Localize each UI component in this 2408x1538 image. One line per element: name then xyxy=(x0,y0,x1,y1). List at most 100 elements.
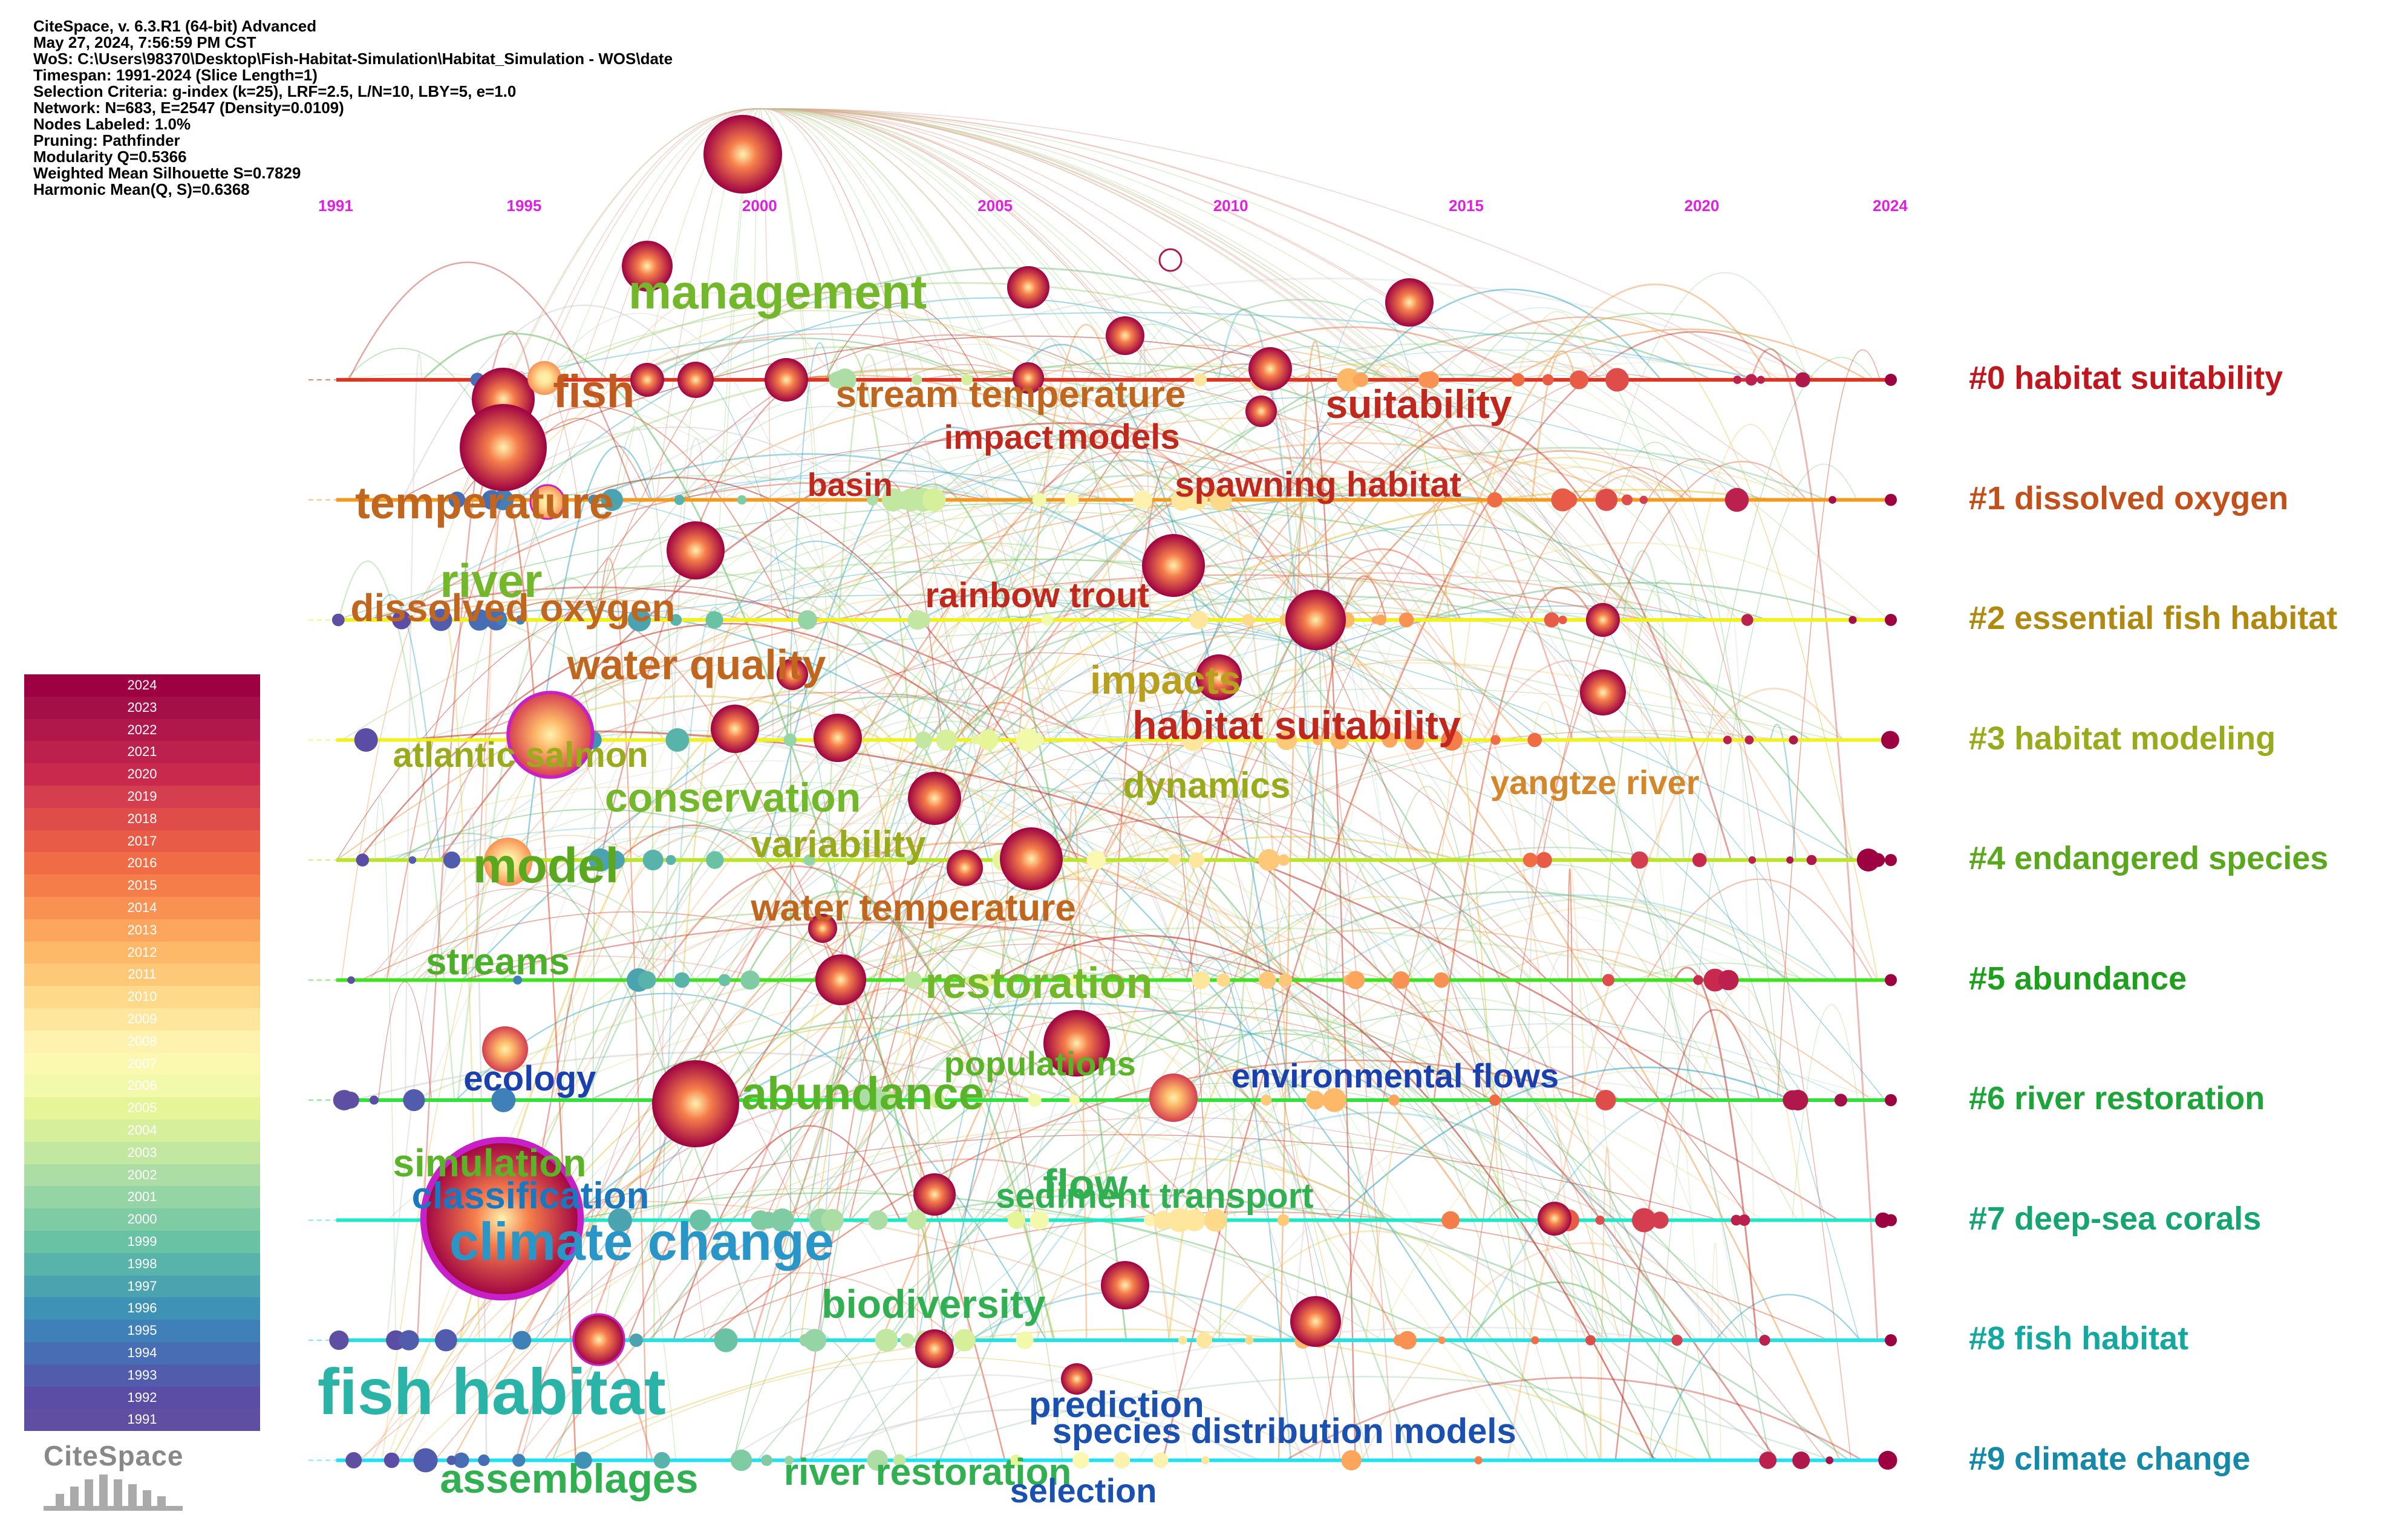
keyword-node xyxy=(1542,374,1554,386)
keyword-node xyxy=(1245,396,1277,427)
citation-arc xyxy=(760,108,1193,621)
keyword-node xyxy=(1744,735,1754,745)
keyword-node xyxy=(783,733,797,747)
legend-year-swatch: 2009 xyxy=(24,1008,260,1031)
keyword-node xyxy=(1192,971,1210,989)
keyword-node xyxy=(765,358,808,402)
citation-arc xyxy=(1239,312,1815,740)
citation-arc xyxy=(673,1125,901,1341)
keyword-node xyxy=(653,1452,670,1469)
keyword-node xyxy=(1201,1456,1210,1465)
citation-arc xyxy=(760,108,1155,621)
citation-arc xyxy=(893,1193,1850,1461)
citation-arc xyxy=(760,108,840,380)
keyword-label: impact xyxy=(944,418,1054,456)
citation-arc xyxy=(1750,348,1879,1341)
keyword-node xyxy=(1487,492,1503,508)
info-line: Network: N=683, E=2547 (Density=0.0109) xyxy=(33,99,344,117)
citation-arc xyxy=(417,955,1025,1101)
keyword-node xyxy=(803,1329,827,1352)
keyword-node xyxy=(1538,1202,1571,1236)
legend-year-swatch: 1994 xyxy=(24,1342,260,1364)
citation-arc xyxy=(943,659,1615,1101)
keyword-node xyxy=(434,1329,457,1352)
keyword-node xyxy=(1885,1334,1897,1346)
citation-arc xyxy=(1473,1087,1763,1341)
citation-arc xyxy=(904,324,1221,1101)
citation-arc xyxy=(621,923,1239,1220)
citation-arc xyxy=(660,607,723,1220)
keyword-label: river restoration xyxy=(783,1451,1072,1493)
citation-arc xyxy=(701,731,1708,1341)
citation-arc xyxy=(1648,463,1858,1461)
keyword-node xyxy=(1392,971,1410,989)
keyword-node xyxy=(1441,1211,1460,1230)
citation-arc xyxy=(1193,957,1292,1461)
keyword-label: simulation xyxy=(393,1141,587,1185)
citation-arc xyxy=(760,108,1169,380)
citation-arc xyxy=(760,108,1414,621)
legend-year-swatch: 1998 xyxy=(24,1253,260,1276)
keyword-node xyxy=(1490,735,1501,745)
keyword-node xyxy=(527,361,561,395)
keyword-node xyxy=(1511,373,1525,386)
citation-arc xyxy=(817,1060,994,1341)
keyword-node xyxy=(1382,734,1395,746)
keyword-node xyxy=(1544,612,1559,628)
keyword-node xyxy=(478,1454,490,1467)
citation-arc xyxy=(516,736,1700,1461)
cluster-label-6: #6 river restoration xyxy=(1969,1080,2265,1116)
keyword-node xyxy=(399,1330,419,1351)
citation-arc xyxy=(1218,474,1345,1341)
keyword-node xyxy=(512,1453,526,1467)
citation-arc xyxy=(760,108,1268,621)
legend-year-swatch: 2024 xyxy=(24,674,260,697)
citation-arc xyxy=(1433,586,1595,1101)
citation-arc xyxy=(1549,951,1625,1341)
keyword-node xyxy=(1072,1452,1089,1469)
keyword-node xyxy=(1388,1094,1400,1106)
citation-arc xyxy=(792,769,1466,980)
citation-arc xyxy=(1536,316,1879,980)
keyword-node xyxy=(1178,1335,1187,1345)
citation-arc xyxy=(495,600,916,1220)
keyword-label: yangtze river xyxy=(1490,763,1700,801)
legend-year-swatch: 1992 xyxy=(24,1386,260,1409)
keyword-node xyxy=(706,851,724,869)
keyword-node xyxy=(1106,316,1144,355)
keyword-node xyxy=(589,848,612,872)
citation-arc xyxy=(876,763,970,861)
citation-arc xyxy=(760,108,1679,621)
keyword-label: assemblages xyxy=(440,1455,699,1502)
citation-arc xyxy=(960,731,1532,980)
citation-arc xyxy=(979,599,1548,1461)
keyword-node xyxy=(1193,373,1207,386)
legend-year-swatch: 2003 xyxy=(24,1141,260,1164)
keyword-node xyxy=(1248,347,1292,391)
citation-arc xyxy=(760,108,1890,621)
citation-arc xyxy=(760,108,1734,740)
citation-arc xyxy=(1402,572,1743,1341)
keyword-label: streams xyxy=(425,940,570,983)
citation-arc xyxy=(1287,472,1524,1220)
citation-arc xyxy=(618,824,1006,1461)
citation-arc xyxy=(462,493,1495,981)
legend-year-swatch: 2023 xyxy=(24,696,260,719)
keyword-node xyxy=(1032,493,1046,507)
citation-arc xyxy=(921,875,1382,1101)
citation-arc xyxy=(537,282,1386,381)
keyword-node xyxy=(1586,603,1620,637)
citation-arc xyxy=(707,909,1784,1341)
year-tick: 2010 xyxy=(1213,197,1248,215)
keyword-node xyxy=(576,1455,588,1466)
keyword-node xyxy=(622,241,673,292)
keyword-node xyxy=(740,970,760,990)
citation-arc xyxy=(336,502,1768,621)
keyword-node xyxy=(1398,1331,1417,1350)
citation-arc xyxy=(760,108,1501,740)
keyword-node xyxy=(392,610,411,630)
keyword-node xyxy=(1885,974,1897,986)
keyword-node xyxy=(1671,1334,1683,1346)
info-line: Weighted Mean Silhouette S=0.7829 xyxy=(33,164,301,182)
